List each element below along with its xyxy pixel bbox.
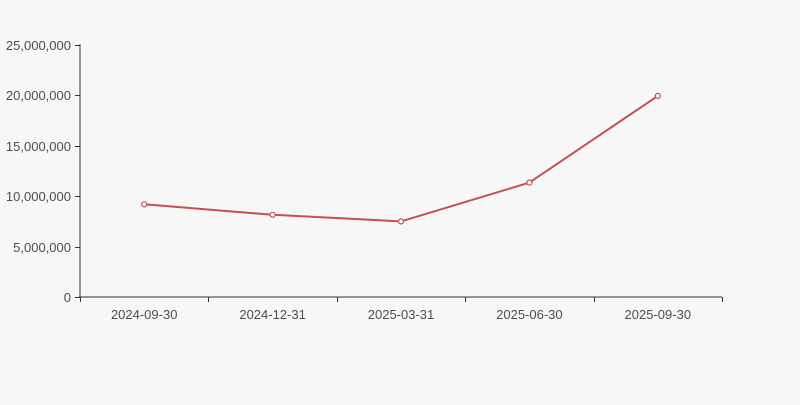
data-point-marker[interactable]	[397, 218, 405, 225]
x-axis-tick-label: 2024-12-31	[239, 307, 306, 322]
x-axis-tick-label: 2025-03-31	[368, 307, 435, 322]
data-point-marker[interactable]	[654, 92, 661, 100]
y-axis-tick-label: 0	[64, 290, 71, 305]
y-axis-tick-label: 15,000,000	[6, 139, 71, 154]
y-axis-tick-label: 10,000,000	[6, 189, 71, 204]
series-line	[143, 94, 659, 223]
y-axis-tick-label: 20,000,000	[6, 88, 71, 103]
x-axis-tick-label: 2025-09-30	[625, 307, 692, 322]
y-axis-tick-label: 5,000,000	[13, 240, 71, 255]
data-point-marker[interactable]	[269, 211, 276, 218]
x-axis-tick-label: 2025-06-30	[496, 307, 563, 322]
x-axis-tick-label: 2024-09-30	[111, 307, 178, 322]
y-axis-tick-label: 25,000,000	[6, 38, 71, 53]
data-point-marker[interactable]	[141, 201, 148, 208]
data-point-marker[interactable]	[526, 179, 533, 186]
